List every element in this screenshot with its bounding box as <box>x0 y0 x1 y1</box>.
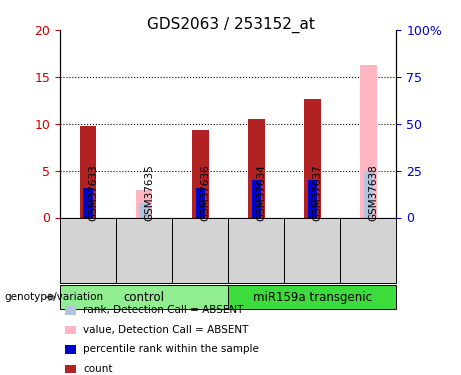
Bar <box>80 126 96 218</box>
Bar <box>252 180 261 218</box>
Bar <box>192 130 208 218</box>
Text: value, Detection Call = ABSENT: value, Detection Call = ABSENT <box>83 325 248 335</box>
Bar <box>60 285 228 309</box>
Text: GSM37635: GSM37635 <box>144 164 154 221</box>
Bar <box>228 285 396 309</box>
Bar <box>340 217 396 283</box>
Text: miR159a transgenic: miR159a transgenic <box>253 291 372 304</box>
Bar <box>304 99 321 218</box>
Bar <box>60 217 116 283</box>
Bar <box>248 119 265 218</box>
Text: genotype/variation: genotype/variation <box>5 292 104 302</box>
Bar <box>364 172 373 217</box>
Bar <box>195 188 205 218</box>
Bar <box>136 190 153 217</box>
Text: rank, Detection Call = ABSENT: rank, Detection Call = ABSENT <box>83 306 243 315</box>
Bar <box>83 188 93 218</box>
Text: percentile rank within the sample: percentile rank within the sample <box>83 345 259 354</box>
Text: GDS2063 / 253152_at: GDS2063 / 253152_at <box>147 17 314 33</box>
Bar <box>307 180 317 218</box>
Text: GSM37637: GSM37637 <box>313 164 322 221</box>
Bar <box>360 64 377 218</box>
Bar <box>139 202 149 217</box>
Bar <box>172 217 228 283</box>
Text: GSM37636: GSM37636 <box>200 164 210 221</box>
Text: GSM37638: GSM37638 <box>368 164 378 221</box>
Text: count: count <box>83 364 112 374</box>
Bar <box>284 217 340 283</box>
Text: GSM37633: GSM37633 <box>88 164 98 221</box>
Bar <box>116 217 172 283</box>
Text: control: control <box>124 291 165 304</box>
Bar <box>228 217 284 283</box>
Text: GSM37634: GSM37634 <box>256 164 266 221</box>
